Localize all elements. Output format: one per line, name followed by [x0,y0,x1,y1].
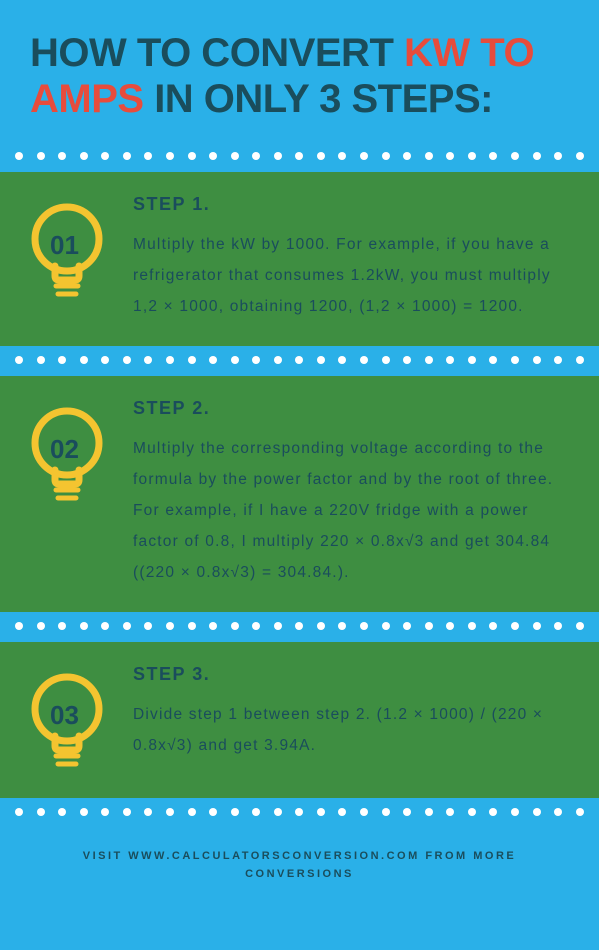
bulb-wrap: 02 [20,398,115,508]
step-1: 01 STEP 1. Multiply the kW by 1000. For … [0,172,599,346]
divider-dots [0,356,599,366]
step-text: Multiply the kW by 1000. For example, if… [133,229,579,322]
footer: VISIT WWW.CALCULATORSCONVERSION.COM FROM… [0,828,599,903]
step-text: Multiply the corresponding voltage accor… [133,433,579,588]
step-body: STEP 1. Multiply the kW by 1000. For exa… [133,194,579,322]
title-text-1: HOW TO CONVERT [30,31,404,75]
header: HOW TO CONVERT KW TO AMPS IN ONLY 3 STEP… [0,0,599,142]
bulb-wrap: 01 [20,194,115,304]
divider-dots [0,152,599,162]
title-kw: KW [404,31,470,75]
divider-dots [0,808,599,818]
step-heading: STEP 3. [133,664,579,685]
page-title: HOW TO CONVERT KW TO AMPS IN ONLY 3 STEP… [30,30,569,122]
step-body: STEP 3. Divide step 1 between step 2. (1… [133,664,579,761]
title-text-3: IN ONLY 3 STEPS: [144,77,493,121]
step-3: 03 STEP 3. Divide step 1 between step 2.… [0,642,599,798]
title-text-2 [470,31,481,75]
step-body: STEP 2. Multiply the corresponding volta… [133,398,579,588]
bulb-wrap: 03 [20,664,115,774]
step-text: Divide step 1 between step 2. (1.2 × 100… [133,699,579,761]
footer-text: VISIT WWW.CALCULATORSCONVERSION.COM FROM… [40,848,559,883]
step-heading: STEP 2. [133,398,579,419]
divider-dots [0,622,599,632]
step-heading: STEP 1. [133,194,579,215]
step-number: 01 [50,230,79,261]
step-number: 02 [50,434,79,465]
step-2: 02 STEP 2. Multiply the corresponding vo… [0,376,599,612]
step-number: 03 [50,700,79,731]
